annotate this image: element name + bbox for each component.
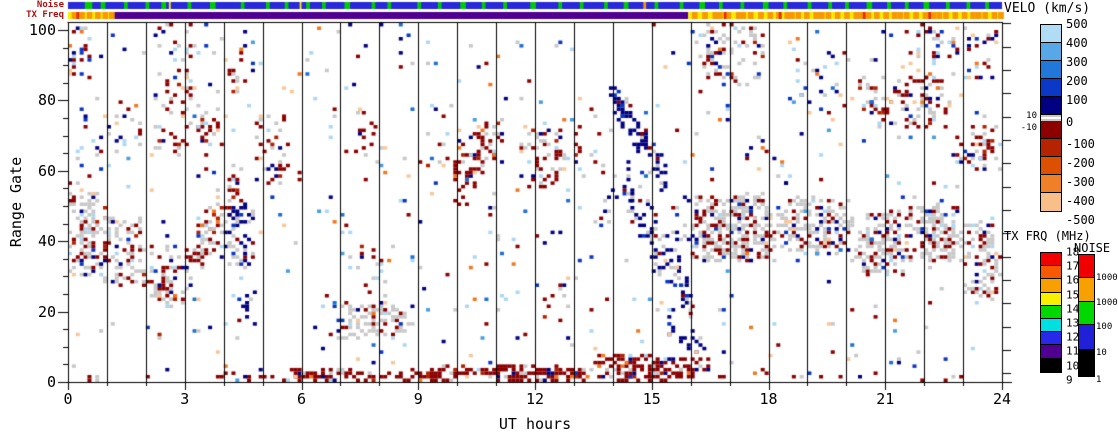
velo-colorbar-block [1041, 61, 1061, 79]
txfreq-strip-label: TX Freq [26, 10, 64, 20]
noise-colorbar-block [1079, 325, 1094, 350]
txfreq-tick-label: 14 [1066, 302, 1080, 316]
txfreq-colorbar-block [1041, 279, 1061, 293]
txfreq-tick-label: 18 [1066, 245, 1080, 259]
x-tick-label: 3 [180, 390, 190, 408]
y-tick-label: 0 [46, 373, 56, 391]
x-tick-label: 6 [296, 390, 307, 408]
txfreq-colorbar [1040, 252, 1062, 373]
txfreq-tick-label: 12 [1066, 330, 1080, 344]
velo-tick-label: 200 [1066, 74, 1088, 88]
txfreq-colorbar-block [1041, 345, 1061, 359]
noise-strip-label: Noise [36, 0, 64, 10]
gs-threshold-label: -10 [1020, 123, 1037, 133]
noise-tick-label: 1000 [1096, 298, 1118, 308]
y-tick-label: 60 [37, 161, 56, 180]
y-tick-label: 20 [37, 302, 56, 321]
velo-tick-label: -200 [1066, 156, 1095, 170]
x-tick-label: 0 [63, 390, 73, 408]
velo-ground-scatter-band [1041, 119, 1061, 121]
noise-tick-label: 100 [1096, 322, 1113, 332]
velo-tick-label: 0 [1066, 114, 1074, 129]
txfreq-colorbar-block [1041, 292, 1061, 306]
x-tick-label: 21 [876, 390, 895, 408]
txfreq-tick-label: 15 [1066, 288, 1080, 302]
y-tick-label: 100 [28, 21, 56, 39]
txfreq-colorbar-block [1041, 266, 1061, 280]
noise-tick-label: 1 [1096, 375, 1102, 385]
velo-colorbar-block [1041, 121, 1061, 139]
velo-ground-scatter-band [1041, 115, 1061, 117]
noise-colorbar-title: NOISE [1074, 241, 1111, 255]
velo-colorbar-block [1041, 25, 1061, 43]
y-tick-label: 40 [37, 232, 56, 251]
velo-tick-label: -300 [1066, 175, 1095, 189]
velo-colorbar-title: VELO (km/s) [1004, 1, 1091, 16]
velo-tick-label: 100 [1066, 93, 1088, 107]
noise-colorbar [1078, 254, 1095, 377]
txfreq-tick-label: 10 [1066, 359, 1080, 373]
velo-tick-label: -100 [1066, 137, 1095, 151]
txfreq-colorbar-title: TX FRQ (MHz) [1004, 229, 1091, 243]
noise-colorbar-block [1079, 278, 1094, 302]
txfreq-colorbar-block [1041, 253, 1061, 267]
noise-colorbar-block [1079, 255, 1094, 278]
x-tick-label: 15 [642, 390, 661, 408]
velo-colorbar-block [1041, 79, 1061, 97]
velo-tick-label: 500 [1066, 17, 1088, 31]
velo-colorbar-block [1041, 43, 1061, 61]
velo-colorbar-block [1041, 157, 1061, 175]
velo-colorbar [1040, 24, 1062, 212]
velo-colorbar-block [1041, 193, 1061, 211]
velo-tick-label: 400 [1066, 36, 1088, 50]
noise-colorbar-block [1079, 302, 1094, 325]
x-tick-label: 12 [525, 390, 545, 408]
x-tick-label: 24 [992, 390, 1012, 408]
velo-colorbar-block [1041, 97, 1061, 115]
noise-tick-label: 10 [1096, 348, 1107, 358]
velo-tick-label: -500 [1066, 213, 1095, 227]
velo-colorbar-block [1041, 139, 1061, 157]
velo-tick-label: 300 [1066, 55, 1088, 69]
txfreq-tick-label: 13 [1066, 316, 1080, 330]
y-tick-label: 80 [37, 91, 56, 110]
txfreq-tick-label: 17 [1066, 259, 1080, 273]
txfreq-tick-label: 16 [1066, 273, 1080, 287]
x-axis-title: UT hours [498, 415, 572, 433]
velo-ground-scatter-band [1041, 117, 1061, 119]
velo-tick-label: -400 [1066, 194, 1095, 208]
txfreq-colorbar-block [1041, 358, 1061, 372]
noise-colorbar-block [1079, 350, 1094, 376]
txfreq-colorbar-block [1041, 332, 1061, 346]
gs-threshold-label: 10 [1026, 111, 1037, 121]
txfreq-tick-label: 11 [1066, 344, 1080, 358]
velo-colorbar-block [1041, 175, 1061, 193]
txfreq-colorbar-block [1041, 318, 1061, 333]
txfreq-colorbar-block [1041, 305, 1061, 319]
x-tick-label: 18 [759, 390, 778, 408]
x-tick-label: 9 [413, 390, 423, 408]
noise-tick-label: 10000 [1096, 273, 1118, 283]
txfreq-tick-label: 9 [1066, 373, 1073, 387]
